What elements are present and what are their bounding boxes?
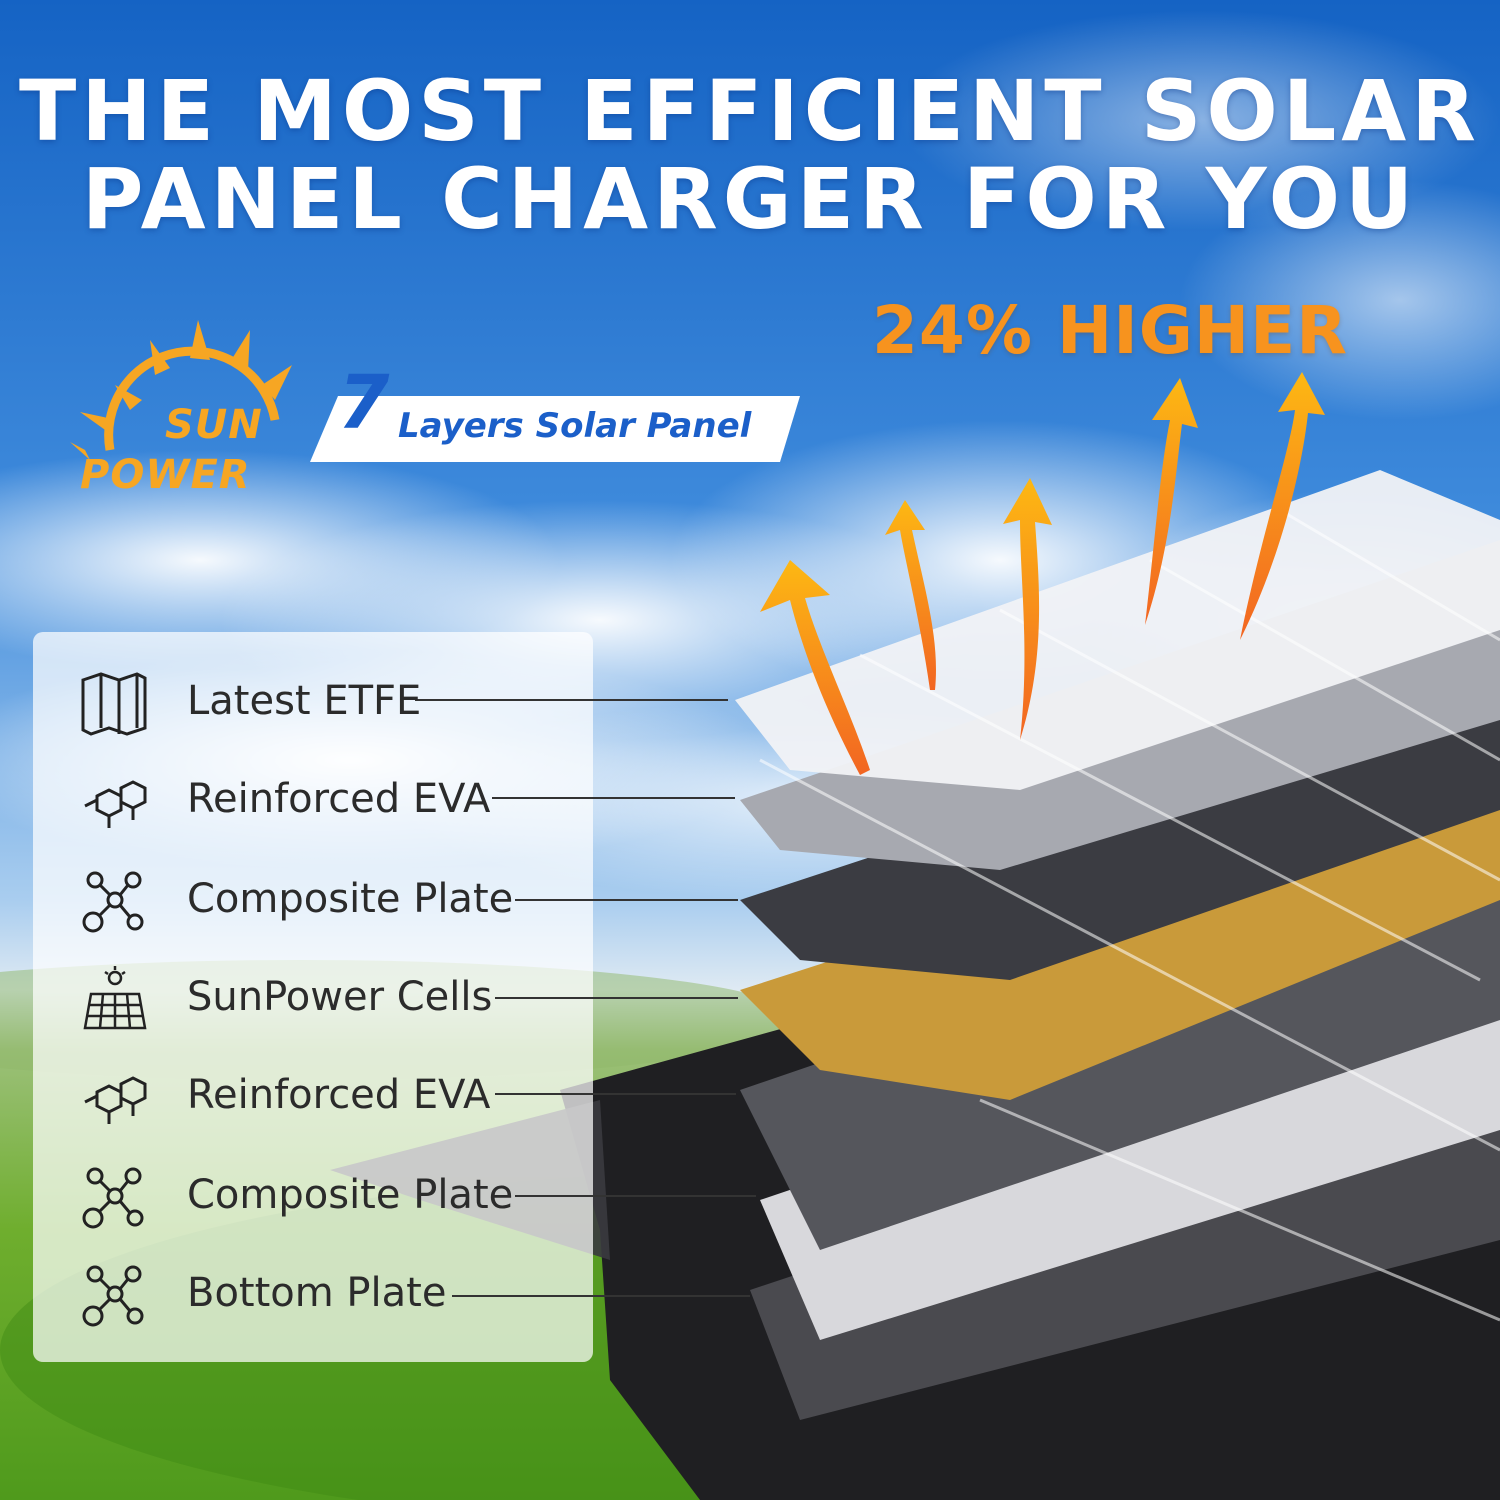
sun-icon bbox=[70, 320, 292, 460]
layer-label: Composite Plate bbox=[187, 1172, 514, 1218]
heat-arrow-1 bbox=[760, 560, 870, 775]
efficiency-highlight: 24% HIGHER bbox=[872, 292, 1349, 369]
solar-cell-icon bbox=[83, 966, 147, 1030]
molecule-node-icon bbox=[82, 1167, 144, 1229]
molecule-hex-icon bbox=[84, 780, 147, 828]
layers-banner-shape bbox=[310, 396, 800, 462]
heat-arrow-5 bbox=[1240, 372, 1325, 640]
layer-label: Bottom Plate bbox=[187, 1270, 447, 1316]
sunpower-logo: SUN POWER bbox=[70, 300, 300, 510]
logo-text-power: POWER bbox=[80, 452, 251, 498]
layer-label: Reinforced EVA bbox=[187, 776, 491, 822]
headline-line-1: THE MOST EFFICIENT SOLAR bbox=[19, 62, 1481, 160]
heat-arrow-2 bbox=[885, 500, 936, 690]
molecule-node-icon bbox=[82, 871, 144, 933]
molecule-hex-icon bbox=[84, 1076, 147, 1124]
layer-label: Latest ETFE bbox=[187, 678, 422, 724]
headline-line-2: PANEL CHARGER FOR YOU bbox=[81, 150, 1419, 248]
heat-arrow-3 bbox=[1003, 478, 1052, 740]
heat-arrow-4 bbox=[1145, 378, 1198, 625]
layer-label: SunPower Cells bbox=[187, 974, 493, 1020]
molecule-node-icon bbox=[82, 1265, 144, 1327]
layer-label: Composite Plate bbox=[187, 876, 514, 922]
folded-map-icon bbox=[81, 672, 147, 736]
layer-label: Reinforced EVA bbox=[187, 1072, 491, 1118]
layers-banner-text: Layers Solar Panel bbox=[398, 406, 752, 446]
logo-text-sun: SUN bbox=[165, 402, 263, 448]
etfe-layer bbox=[735, 470, 1500, 790]
layers-count: 7 bbox=[338, 360, 390, 446]
